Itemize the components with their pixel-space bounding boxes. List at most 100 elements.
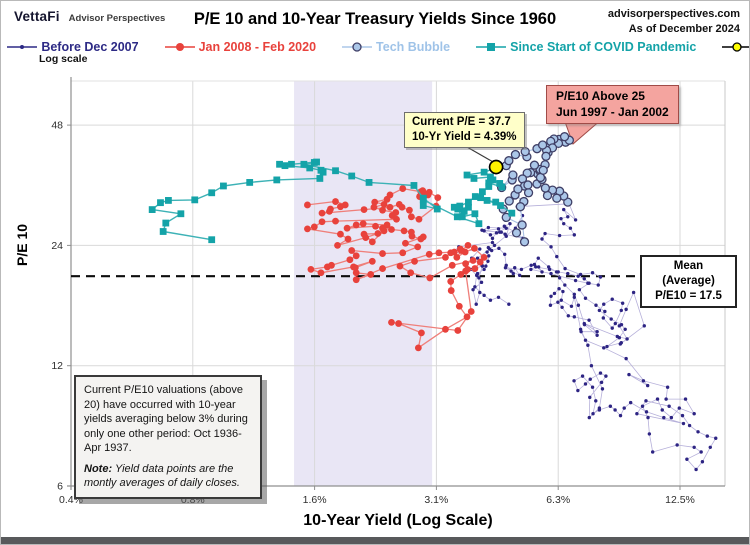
data-point xyxy=(540,183,551,193)
data-point xyxy=(597,308,602,313)
data-point xyxy=(453,213,461,221)
data-point xyxy=(542,190,553,201)
data-point xyxy=(371,198,379,206)
data-point xyxy=(485,250,489,254)
data-point xyxy=(380,200,388,208)
data-point xyxy=(457,271,465,278)
data-point xyxy=(628,400,633,405)
data-point xyxy=(450,248,458,256)
data-point xyxy=(496,227,501,231)
y-tick-label: 24 xyxy=(51,240,63,252)
data-point xyxy=(572,315,577,319)
data-point xyxy=(549,245,553,249)
data-point xyxy=(406,206,413,214)
data-point xyxy=(442,325,449,333)
data-point xyxy=(556,300,560,304)
data-point xyxy=(471,244,478,252)
data-point xyxy=(484,264,488,268)
data-point xyxy=(473,285,477,289)
x-axis-title: 10-Year Yield (Log Scale) xyxy=(303,512,493,529)
data-point xyxy=(580,374,585,378)
data-point xyxy=(482,267,486,272)
legend-label: Since Start of COVID Pandemic xyxy=(510,40,697,54)
data-point xyxy=(549,271,553,276)
data-point xyxy=(559,216,563,221)
data-point xyxy=(483,197,491,204)
data-point xyxy=(334,242,341,249)
data-point xyxy=(434,194,442,202)
data-point xyxy=(448,261,456,269)
legend-item-jan-2008-feb-2020: Jan 2008 - Feb 2020 xyxy=(164,40,316,54)
data-point xyxy=(589,364,594,368)
data-point xyxy=(617,336,622,340)
data-point xyxy=(399,185,407,192)
data-point xyxy=(474,302,478,306)
data-point xyxy=(360,206,368,213)
data-point xyxy=(620,301,625,305)
data-point xyxy=(509,269,513,273)
data-point xyxy=(467,308,475,315)
data-point xyxy=(613,321,618,326)
data-point xyxy=(496,295,501,299)
data-point xyxy=(318,218,326,226)
data-point xyxy=(419,187,427,195)
data-point xyxy=(529,263,533,268)
data-point xyxy=(623,327,627,332)
data-point xyxy=(603,309,607,314)
data-point xyxy=(407,228,415,236)
data-point xyxy=(665,385,670,389)
data-point xyxy=(396,262,404,270)
data-point xyxy=(306,164,314,172)
data-point xyxy=(515,202,526,212)
data-point xyxy=(538,165,548,175)
data-point xyxy=(696,430,700,434)
data-point xyxy=(683,397,688,401)
data-point xyxy=(490,236,495,241)
data-point xyxy=(482,229,486,233)
legend-marker-dot-small-icon xyxy=(7,45,38,49)
data-point xyxy=(478,290,482,295)
data-point xyxy=(304,201,311,209)
data-point xyxy=(504,156,514,166)
data-point xyxy=(573,218,578,222)
data-point xyxy=(332,198,339,205)
data-point xyxy=(608,404,613,408)
data-point xyxy=(410,182,418,189)
bottom-bar xyxy=(1,537,749,544)
data-point xyxy=(619,341,623,345)
data-point xyxy=(669,415,674,420)
data-point xyxy=(489,248,494,253)
data-point xyxy=(191,196,199,204)
data-point xyxy=(587,318,591,322)
data-point xyxy=(487,254,491,258)
data-point xyxy=(590,271,595,275)
data-point xyxy=(586,281,590,285)
data-point xyxy=(341,201,349,209)
data-point xyxy=(456,245,464,253)
data-point xyxy=(645,383,650,388)
series-tech-bubble xyxy=(496,132,575,247)
data-point xyxy=(497,202,504,209)
legend-item-before-dec-2007: Before Dec 2007 xyxy=(7,40,139,54)
data-point xyxy=(482,293,486,298)
data-point xyxy=(631,290,636,295)
legend-marker-circle-icon xyxy=(722,42,749,52)
series-since-start-of-covid-pandemic xyxy=(148,158,516,244)
data-point xyxy=(469,257,477,264)
data-point xyxy=(609,317,613,321)
data-point xyxy=(332,167,339,175)
data-point xyxy=(540,270,544,274)
log-scale-note: Log scale xyxy=(39,53,88,65)
data-point xyxy=(644,399,648,403)
data-point xyxy=(159,228,167,235)
data-point xyxy=(586,343,590,347)
data-point xyxy=(641,379,646,383)
legend-item-tech-bubble: Tech Bubble xyxy=(342,40,450,54)
data-point xyxy=(485,183,493,190)
data-point xyxy=(559,132,570,142)
data-point xyxy=(307,266,315,273)
data-point xyxy=(388,319,395,326)
current-annotation-connector xyxy=(466,146,494,163)
data-point xyxy=(383,221,391,229)
data-point xyxy=(660,408,664,412)
